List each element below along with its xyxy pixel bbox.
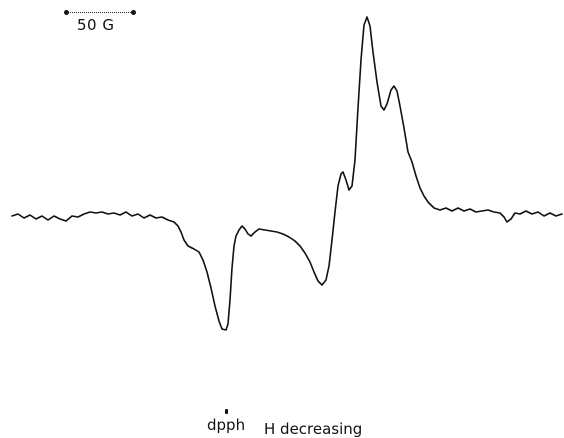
scale-bar: 50 G <box>64 7 136 37</box>
scale-bar-left-dot <box>64 10 69 15</box>
scale-bar-right-dot <box>131 10 136 15</box>
scale-bar-line <box>67 12 133 13</box>
dpph-label: dpph <box>207 416 246 434</box>
field-direction-label: H decreasing <box>264 420 363 438</box>
spectrum-trace <box>11 16 563 331</box>
dpph-marker-tick <box>225 409 228 414</box>
scale-bar-label: 50 G <box>77 16 115 34</box>
